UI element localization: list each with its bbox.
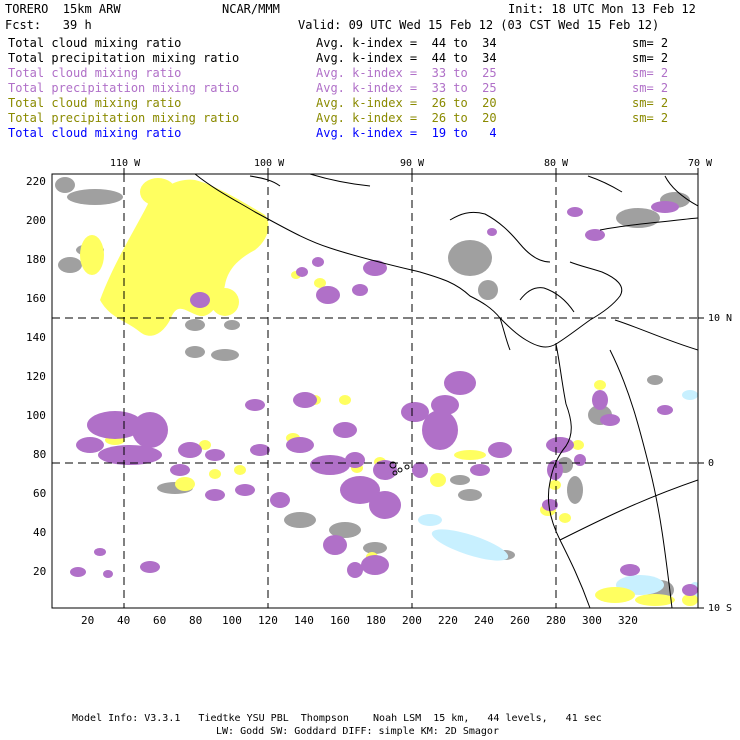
x-tick: 220 bbox=[438, 614, 458, 627]
legend-sm: sm= 2 bbox=[632, 36, 669, 50]
legend-kindex: Avg. k-index = 44 to 34 bbox=[316, 36, 497, 50]
x-tick: 40 bbox=[117, 614, 131, 627]
legend-kindex: Avg. k-index = 26 to 20 bbox=[316, 96, 497, 110]
valid-time: Valid: 09 UTC Wed 15 Feb 12 (03 CST Wed … bbox=[298, 18, 660, 32]
lat-label: 10 N bbox=[708, 313, 733, 324]
x-tick: 20 bbox=[81, 614, 95, 627]
x-tick: 80 bbox=[189, 614, 203, 627]
x-tick: 200 bbox=[402, 614, 422, 627]
y-tick: 120 bbox=[26, 370, 46, 383]
x-tick: 100 bbox=[222, 614, 242, 627]
y-tick: 20 bbox=[33, 565, 47, 578]
coastlines bbox=[194, 174, 698, 608]
x-tick: 240 bbox=[474, 614, 494, 627]
legend-kindex: Avg. k-index = 44 to 34 bbox=[316, 51, 497, 65]
x-tick: 60 bbox=[153, 614, 167, 627]
legend-sm: sm= 2 bbox=[632, 81, 669, 95]
galapagos-islands bbox=[389, 461, 410, 476]
lon-label: 100 W bbox=[254, 158, 285, 169]
purple-cloud-areas bbox=[70, 201, 698, 596]
y-tick: 220 bbox=[26, 175, 46, 188]
x-tick: 280 bbox=[546, 614, 566, 627]
legend-field: Total precipitation mixing ratio bbox=[8, 81, 240, 95]
legend-sm: sm= 2 bbox=[632, 51, 669, 65]
legend-field: Total cloud mixing ratio bbox=[8, 126, 182, 140]
legend-kindex: Avg. k-index = 19 to 4 bbox=[316, 126, 497, 140]
legend-kindex: Avg. k-index = 33 to 25 bbox=[316, 66, 497, 80]
x-tick: 140 bbox=[294, 614, 314, 627]
x-tick: 120 bbox=[258, 614, 278, 627]
y-tick: 80 bbox=[33, 448, 47, 461]
legend-sm: sm= 2 bbox=[632, 66, 669, 80]
x-tick: 260 bbox=[510, 614, 530, 627]
y-tick: 60 bbox=[33, 487, 47, 500]
init-time: Init: 18 UTC Mon 13 Feb 12 bbox=[508, 2, 696, 16]
model-physics: LW: Godd SW: Goddard DIFF: simple KM: 2D… bbox=[216, 726, 499, 737]
legend-sm: sm= 2 bbox=[632, 96, 669, 110]
lon-label: 80 W bbox=[544, 158, 569, 169]
forecast-hour: Fcst: 39 h bbox=[5, 18, 92, 32]
lat-label: 10 S bbox=[708, 603, 733, 614]
yellow-cloud-areas bbox=[80, 178, 698, 606]
legend-kindex: Avg. k-index = 26 to 20 bbox=[316, 111, 497, 125]
gray-cloud-areas bbox=[55, 177, 690, 600]
legend-kindex: Avg. k-index = 33 to 25 bbox=[316, 81, 497, 95]
lon-label: 70 W bbox=[688, 158, 713, 169]
y-tick: 100 bbox=[26, 409, 46, 422]
lon-label: 90 W bbox=[400, 158, 425, 169]
org-label: NCAR/MMM bbox=[222, 2, 280, 16]
cloud-field bbox=[55, 177, 698, 606]
y-tick: 40 bbox=[33, 526, 47, 539]
legend-field: Total cloud mixing ratio bbox=[8, 66, 182, 80]
x-tick: 160 bbox=[330, 614, 350, 627]
lat-label: 0 bbox=[708, 458, 715, 469]
x-tick: 300 bbox=[582, 614, 602, 627]
legend-field: Total cloud mixing ratio bbox=[8, 96, 182, 110]
legend-field: Total precipitation mixing ratio bbox=[8, 51, 240, 65]
y-tick: 180 bbox=[26, 253, 46, 266]
x-tick: 180 bbox=[366, 614, 386, 627]
legend-field: Total precipitation mixing ratio bbox=[8, 111, 240, 125]
graticule bbox=[52, 174, 698, 608]
map-frame bbox=[51, 173, 699, 609]
model-info: Model Info: V3.3.1 Tiedtke YSU PBL Thomp… bbox=[72, 713, 602, 724]
lon-label: 110 W bbox=[110, 158, 141, 169]
y-tick: 160 bbox=[26, 292, 46, 305]
x-tick: 320 bbox=[618, 614, 638, 627]
y-tick: 200 bbox=[26, 214, 46, 227]
y-tick: 140 bbox=[26, 331, 46, 344]
legend-sm: sm= 2 bbox=[632, 111, 669, 125]
axis-ticks bbox=[123, 168, 704, 609]
model-title: TORERO 15km ARW bbox=[5, 2, 121, 16]
legend-field: Total cloud mixing ratio bbox=[8, 36, 182, 50]
